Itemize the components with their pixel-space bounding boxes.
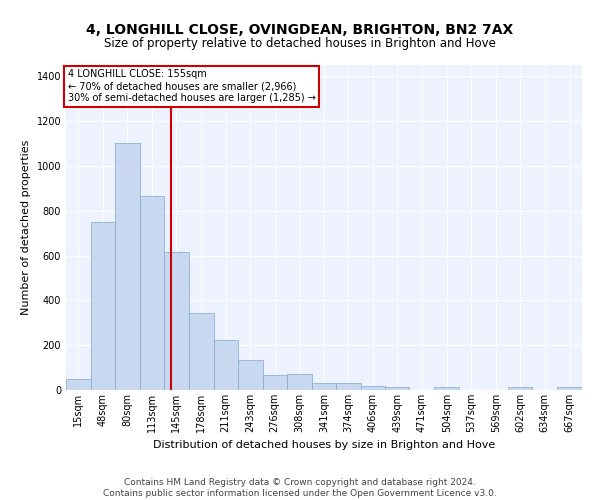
Bar [337, 384, 361, 390]
Bar [164, 252, 189, 390]
Bar [287, 374, 311, 390]
Bar [214, 340, 238, 390]
Bar [508, 388, 532, 390]
Bar [263, 376, 287, 390]
Bar [361, 386, 385, 390]
Text: 4, LONGHILL CLOSE, OVINGDEAN, BRIGHTON, BN2 7AX: 4, LONGHILL CLOSE, OVINGDEAN, BRIGHTON, … [86, 22, 514, 36]
Bar [91, 222, 115, 390]
Bar [238, 360, 263, 390]
Bar [434, 388, 459, 390]
Text: Contains HM Land Registry data © Crown copyright and database right 2024.
Contai: Contains HM Land Registry data © Crown c… [103, 478, 497, 498]
Bar [557, 388, 582, 390]
Y-axis label: Number of detached properties: Number of detached properties [21, 140, 31, 315]
Text: 4 LONGHILL CLOSE: 155sqm
← 70% of detached houses are smaller (2,966)
30% of sem: 4 LONGHILL CLOSE: 155sqm ← 70% of detach… [68, 70, 316, 102]
Bar [66, 379, 91, 390]
Bar [189, 312, 214, 390]
Bar [311, 384, 337, 390]
Bar [385, 388, 409, 390]
Text: Size of property relative to detached houses in Brighton and Hove: Size of property relative to detached ho… [104, 38, 496, 51]
X-axis label: Distribution of detached houses by size in Brighton and Hove: Distribution of detached houses by size … [153, 440, 495, 450]
Bar [115, 144, 140, 390]
Bar [140, 196, 164, 390]
